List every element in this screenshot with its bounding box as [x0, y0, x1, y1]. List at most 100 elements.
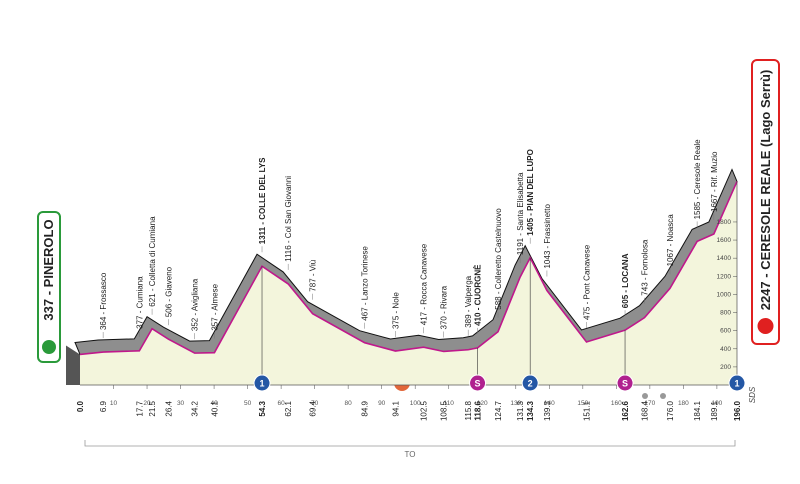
- badge-label: 1: [734, 379, 739, 389]
- badge: [521, 374, 539, 392]
- waypoint-label: 1405 - PIAN DEL LUPO: [526, 149, 535, 236]
- waypoint-label: 377 - Cumiana: [135, 276, 144, 329]
- waypoint-label: 1116 - Col San Giovanni: [284, 176, 293, 262]
- km-label: 84.9: [361, 400, 370, 416]
- km-label: 40.1: [210, 400, 219, 416]
- x-tick-label: 80: [345, 400, 353, 407]
- start-box: [37, 211, 61, 363]
- finish-label: 2247 - CERESOLE REALE (Lago Serrù): [758, 70, 773, 311]
- km-label: 6.9: [99, 400, 108, 412]
- km-label: 69.4: [309, 400, 318, 416]
- x-tick-label: 150: [577, 400, 588, 407]
- km-label: 189.1: [710, 400, 719, 421]
- area: [80, 181, 737, 385]
- km-label: 176.0: [666, 400, 675, 421]
- km-label: 62.1: [284, 400, 293, 416]
- finish-box: [751, 59, 780, 345]
- x-tick-label: 60: [278, 400, 286, 407]
- x-tick-label: 70: [311, 400, 319, 407]
- y-tick-label: 200: [720, 364, 731, 371]
- waypoint-label: 352 - Avigliana: [191, 278, 200, 331]
- km-label: 151.1: [582, 400, 591, 421]
- y-tick-label: 1400: [717, 255, 732, 262]
- province-label: TO: [405, 450, 416, 459]
- y-tick-label: 1200: [717, 273, 732, 280]
- waypoint-label: 506 - Giaveno: [164, 266, 173, 317]
- waypoint-label: 787 - Viù: [309, 260, 318, 292]
- waypoint-label: 1585 - Ceresole Reale: [693, 139, 702, 220]
- profile-line: [79, 181, 738, 356]
- x-tick-label: 180: [678, 400, 689, 407]
- km-label: 139.3: [543, 400, 552, 421]
- badge: [728, 374, 746, 392]
- km-label: 124.7: [494, 400, 503, 421]
- marker-dot: [642, 393, 648, 399]
- y-tick-label: 600: [720, 328, 731, 335]
- km-label: 196.0: [733, 400, 742, 421]
- waypoint-label: 417 - Rocca Canavese: [420, 243, 429, 325]
- x-tick-label: 140: [544, 400, 555, 407]
- waypoint-label: 1191 - Santa Elisabetta: [516, 172, 525, 255]
- y-tick-label: 1000: [717, 291, 732, 298]
- badge: [469, 374, 487, 392]
- badge-label: S: [622, 379, 628, 389]
- badge-label: S: [475, 379, 481, 389]
- badge-label: 1: [260, 379, 265, 389]
- x-tick-label: 190: [711, 400, 722, 407]
- waypoint-label: 621 - Colletta di Cumiana: [148, 216, 157, 307]
- km-label: 118.6: [474, 400, 483, 420]
- km-label: 54.3: [258, 400, 267, 416]
- x-tick-label: 30: [177, 400, 185, 407]
- x-tick-label: 110: [444, 400, 455, 407]
- waypoint-label: 1043 - Frassinetto: [543, 203, 552, 268]
- waypoint-label: 370 - Rivara: [440, 285, 449, 329]
- y-tick-label: 800: [720, 310, 731, 317]
- km-label: 34.2: [191, 400, 200, 416]
- km-label: 162.6: [621, 400, 630, 421]
- finish-icon: [757, 318, 774, 334]
- km-label: 94.1: [391, 400, 400, 416]
- x-tick-label: 160: [611, 400, 622, 407]
- km-label: 0.0: [76, 400, 85, 412]
- x-tick-label: 130: [510, 400, 521, 407]
- badge-label: 2: [528, 379, 533, 389]
- waypoint-label: 1067 - Noasca: [666, 214, 675, 267]
- x-tick-label: 170: [644, 400, 655, 407]
- start-label: 337 - PINEROLO: [41, 219, 56, 320]
- waypoint-label: 1667 - Rif. Muzio: [710, 151, 719, 212]
- waypoint-label: 743 - Fornolosa: [640, 239, 649, 296]
- x-tick-label: 50: [244, 400, 252, 407]
- waypoint-label: 475 - Pont Canavese: [582, 244, 591, 320]
- x-tick-label: 120: [477, 400, 488, 407]
- km-label: 17.7: [135, 400, 144, 416]
- badge: [253, 374, 271, 392]
- start-icon: [42, 340, 56, 354]
- km-label: 102.5: [420, 400, 429, 421]
- x-tick-label: 10: [110, 400, 118, 407]
- km-label: 21.5: [148, 400, 157, 416]
- waypoint-label: 389 - Valperga: [464, 275, 473, 327]
- waypoint-label: 467 - Lanzo Torinese: [361, 246, 370, 321]
- credit: SDS: [748, 386, 757, 403]
- waypoint-label: 410 - CUORGNÈ: [474, 264, 483, 326]
- km-label: 26.4: [164, 400, 173, 416]
- km-label: 131.3: [516, 400, 525, 421]
- waypoint-label: 357 - Almese: [210, 283, 219, 330]
- waypoint-label: 588 - Colleretto Castelnuovo: [494, 208, 503, 310]
- km-label: 108.5: [440, 400, 449, 421]
- waypoint-label: 364 - Frossasco: [99, 272, 108, 330]
- waypoint-label: 1311 - COLLE DEL LYS: [258, 157, 267, 244]
- marker-dot: [660, 393, 666, 399]
- left-face: [66, 345, 80, 385]
- km-label: 184.1: [693, 400, 702, 421]
- province-bracket: [84, 440, 736, 447]
- km-label: 134.3: [526, 400, 535, 421]
- x-tick-label: 40: [210, 400, 218, 407]
- x-tick-label: 20: [143, 400, 151, 407]
- waypoint-label: 375 - Nole: [391, 292, 400, 329]
- x-tick-label: 100: [410, 400, 421, 407]
- y-tick-label: 1600: [717, 237, 732, 244]
- waypoint-label: 605 - LOCANA: [621, 253, 630, 308]
- km-label: 115.8: [464, 400, 473, 420]
